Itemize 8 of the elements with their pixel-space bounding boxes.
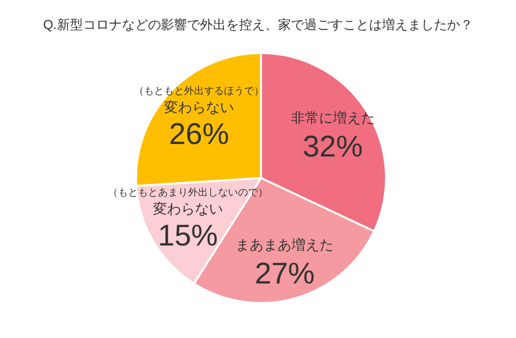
- data-label: 27%: [254, 258, 315, 291]
- slice-label: （もともと外出するほうで）変わらない: [134, 84, 264, 115]
- data-label: 26%: [169, 118, 230, 151]
- slice-label: まあまあ増えた: [236, 236, 334, 253]
- data-label: 15%: [158, 219, 218, 252]
- data-label: 32%: [302, 130, 363, 164]
- slice-label: （もともとあまり外出しないので）変わらない: [108, 186, 268, 216]
- chart-title: Q.新型コロナなどの影響で外出を控え、家で過ごすことは増えましたか？: [42, 16, 474, 34]
